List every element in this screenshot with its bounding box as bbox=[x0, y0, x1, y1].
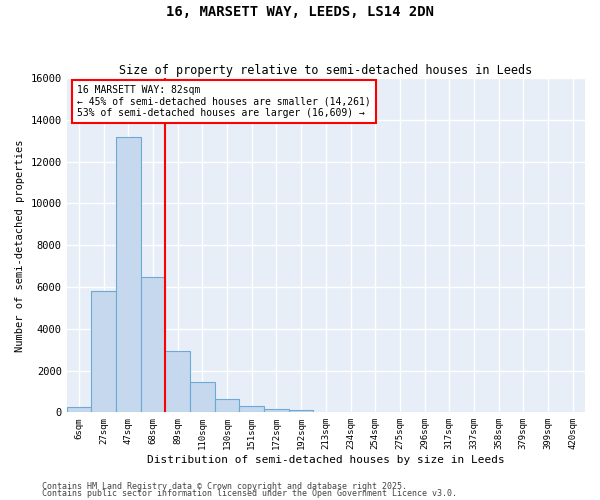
Bar bbox=[215, 400, 239, 412]
Bar bbox=[289, 410, 313, 412]
Bar bbox=[166, 350, 190, 412]
Bar bbox=[91, 291, 116, 412]
Y-axis label: Number of semi-detached properties: Number of semi-detached properties bbox=[15, 139, 25, 352]
X-axis label: Distribution of semi-detached houses by size in Leeds: Distribution of semi-detached houses by … bbox=[147, 455, 505, 465]
Bar bbox=[190, 382, 215, 412]
Bar bbox=[67, 406, 91, 412]
Text: 16 MARSETT WAY: 82sqm
← 45% of semi-detached houses are smaller (14,261)
53% of : 16 MARSETT WAY: 82sqm ← 45% of semi-deta… bbox=[77, 85, 371, 118]
Title: Size of property relative to semi-detached houses in Leeds: Size of property relative to semi-detach… bbox=[119, 64, 532, 77]
Text: Contains public sector information licensed under the Open Government Licence v3: Contains public sector information licen… bbox=[42, 489, 457, 498]
Bar bbox=[141, 276, 166, 412]
Text: 16, MARSETT WAY, LEEDS, LS14 2DN: 16, MARSETT WAY, LEEDS, LS14 2DN bbox=[166, 5, 434, 19]
Bar bbox=[239, 406, 264, 412]
Bar bbox=[116, 136, 141, 412]
Text: Contains HM Land Registry data © Crown copyright and database right 2025.: Contains HM Land Registry data © Crown c… bbox=[42, 482, 407, 491]
Bar bbox=[264, 409, 289, 412]
